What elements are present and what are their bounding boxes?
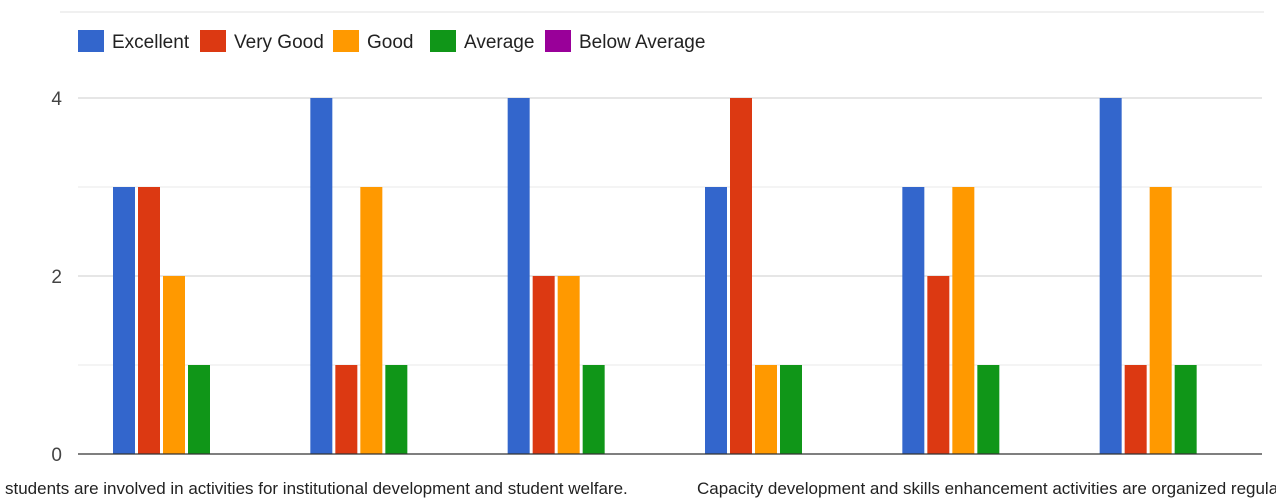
bar-excellent-5[interactable] bbox=[902, 187, 925, 454]
bar-good-6[interactable] bbox=[1149, 187, 1172, 454]
y-tick-label: 2 bbox=[51, 267, 62, 288]
bar-good-4[interactable] bbox=[755, 365, 777, 454]
bar-good-3[interactable] bbox=[557, 276, 580, 454]
legend-label-below-average: Below Average bbox=[579, 32, 705, 53]
legend-swatch-below-average bbox=[545, 30, 571, 52]
legend-label-very-good: Very Good bbox=[234, 32, 324, 53]
bar-very-good-3[interactable] bbox=[532, 276, 555, 454]
bar-group-1 bbox=[113, 187, 210, 454]
y-tick-label: 0 bbox=[51, 445, 62, 466]
legend-swatch-average bbox=[430, 30, 456, 52]
x-category-label: Capacity development and skills enhancem… bbox=[697, 479, 1276, 498]
legend-label-excellent: Excellent bbox=[112, 32, 190, 53]
bar-excellent-1[interactable] bbox=[113, 187, 135, 454]
bar-average-1[interactable] bbox=[188, 365, 210, 454]
x-category-label: students are involved in activities for … bbox=[5, 479, 628, 498]
bar-very-good-5[interactable] bbox=[927, 276, 950, 454]
bar-excellent-3[interactable] bbox=[507, 98, 530, 454]
bar-group-3 bbox=[507, 98, 605, 454]
bar-good-2[interactable] bbox=[360, 187, 383, 454]
bar-very-good-1[interactable] bbox=[138, 187, 160, 454]
legend-label-average: Average bbox=[464, 32, 534, 53]
bar-group-5 bbox=[902, 187, 1000, 454]
bar-excellent-4[interactable] bbox=[705, 187, 727, 454]
legend-label-good: Good bbox=[367, 32, 413, 53]
bar-excellent-2[interactable] bbox=[310, 98, 333, 454]
legend-swatch-very-good bbox=[200, 30, 226, 52]
bar-average-2[interactable] bbox=[385, 365, 408, 454]
bar-group-2 bbox=[310, 98, 408, 454]
bar-excellent-6[interactable] bbox=[1099, 98, 1122, 454]
bar-group-4 bbox=[705, 98, 802, 454]
bar-good-1[interactable] bbox=[163, 276, 185, 454]
bar-very-good-2[interactable] bbox=[335, 365, 358, 454]
y-axis-ticks: 0 2 4 bbox=[51, 89, 62, 466]
legend-swatch-excellent bbox=[78, 30, 104, 52]
legend: Excellent Very Good Good Average Below Avera… bbox=[78, 30, 705, 53]
bar-good-5[interactable] bbox=[952, 187, 975, 454]
bar-average-5[interactable] bbox=[977, 365, 1000, 454]
bar-average-4[interactable] bbox=[780, 365, 802, 454]
bar-very-good-6[interactable] bbox=[1124, 365, 1147, 454]
bars bbox=[113, 98, 1197, 454]
gridlines bbox=[78, 97, 1262, 366]
x-axis-labels: students are involved in activities for … bbox=[5, 479, 1276, 498]
bar-group-6 bbox=[1099, 98, 1197, 454]
bar-average-3[interactable] bbox=[582, 365, 605, 454]
bar-average-6[interactable] bbox=[1174, 365, 1197, 454]
legend-swatch-good bbox=[333, 30, 359, 52]
y-tick-label: 4 bbox=[51, 89, 62, 110]
bar-very-good-4[interactable] bbox=[730, 98, 752, 454]
